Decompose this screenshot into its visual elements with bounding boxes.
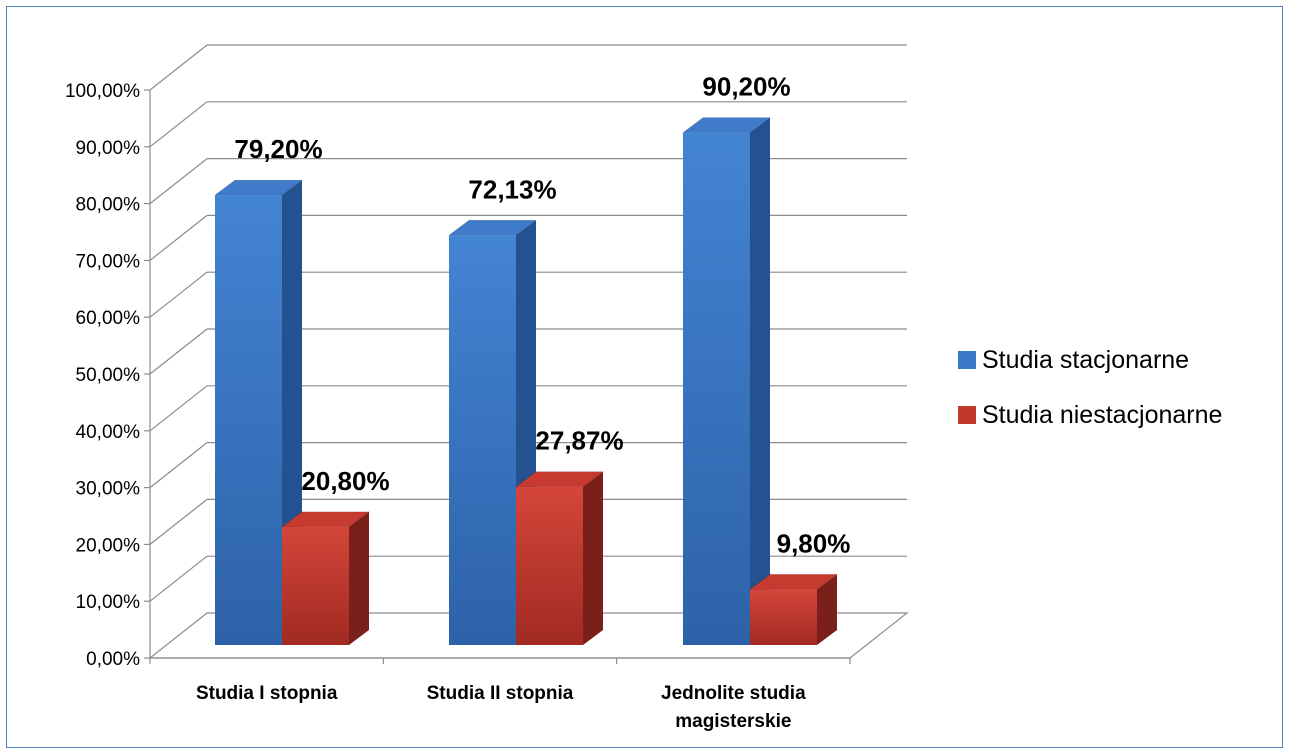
bar-niestacjonarne xyxy=(280,511,371,645)
bar-front xyxy=(449,235,516,645)
y-tick-label: 30,00% xyxy=(76,479,141,500)
data-label: 9,80% xyxy=(777,528,851,558)
gridline-side xyxy=(149,44,208,91)
y-tick-label: 40,00% xyxy=(76,422,141,443)
legend-label: Studia stacjonarne xyxy=(982,346,1189,374)
y-tick-label: 10,00% xyxy=(76,592,141,613)
legend-swatch xyxy=(958,406,976,424)
data-label: 27,87% xyxy=(535,426,623,456)
y-tick-label: 90,00% xyxy=(76,138,141,159)
x-axis: Studia I stopnia Studia II stopnia Jednoli… xyxy=(149,657,851,732)
bar-front xyxy=(516,486,583,645)
bar-front xyxy=(683,132,750,645)
data-label: 79,20% xyxy=(234,134,322,164)
gridline-side xyxy=(149,442,208,489)
gridline-side xyxy=(149,101,208,148)
bar-niestacjonarne xyxy=(748,573,839,645)
legend-swatch xyxy=(958,351,976,369)
bars: 79,20% 20,80% 72,13% 27,87% 90,20% 9,80% xyxy=(213,72,851,646)
bar-front xyxy=(282,526,349,645)
gridline-side xyxy=(149,555,208,602)
y-tick-label: 70,00% xyxy=(76,251,141,272)
bar-side xyxy=(750,117,770,645)
y-tick-label: 20,00% xyxy=(76,535,141,556)
gridline-side xyxy=(149,214,208,261)
category-label: Jednolite studia xyxy=(661,683,806,704)
bar-side xyxy=(817,574,837,645)
legend-label: Studia niestacjonarne xyxy=(982,401,1222,429)
data-label: 90,20% xyxy=(702,72,790,102)
data-label: 20,80% xyxy=(301,466,389,496)
legend: Studia stacjonarne Studia niestacjonarne xyxy=(958,346,1222,429)
gridline-side xyxy=(149,498,208,545)
y-axis: 0,00% 10,00% 20,00% 30,00% 40,00% 50,00% 60,00… xyxy=(65,81,151,670)
y-tick-label: 60,00% xyxy=(76,308,141,329)
y-tick-label: 80,00% xyxy=(76,195,141,216)
y-tick-label: 100,00% xyxy=(65,81,140,102)
y-tick-label: 50,00% xyxy=(76,365,141,386)
gridline-side xyxy=(149,328,208,375)
data-label: 72,13% xyxy=(468,174,556,204)
bar-stacjonarne xyxy=(681,117,772,645)
y-tick-label: 0,00% xyxy=(86,649,140,670)
gridline-side xyxy=(149,158,208,205)
category-label: magisterskie xyxy=(675,711,791,732)
bar-side xyxy=(583,471,603,645)
gridline-side xyxy=(149,385,208,432)
category-label: Studia II stopnia xyxy=(427,683,574,704)
gridline-side xyxy=(149,271,208,318)
bar-stacjonarne xyxy=(213,179,304,646)
bar-side xyxy=(349,511,369,645)
bar-niestacjonarne xyxy=(514,471,605,645)
bar-front xyxy=(215,195,282,646)
category-label: Studia I stopnia xyxy=(196,683,338,704)
bar-front xyxy=(750,589,817,645)
